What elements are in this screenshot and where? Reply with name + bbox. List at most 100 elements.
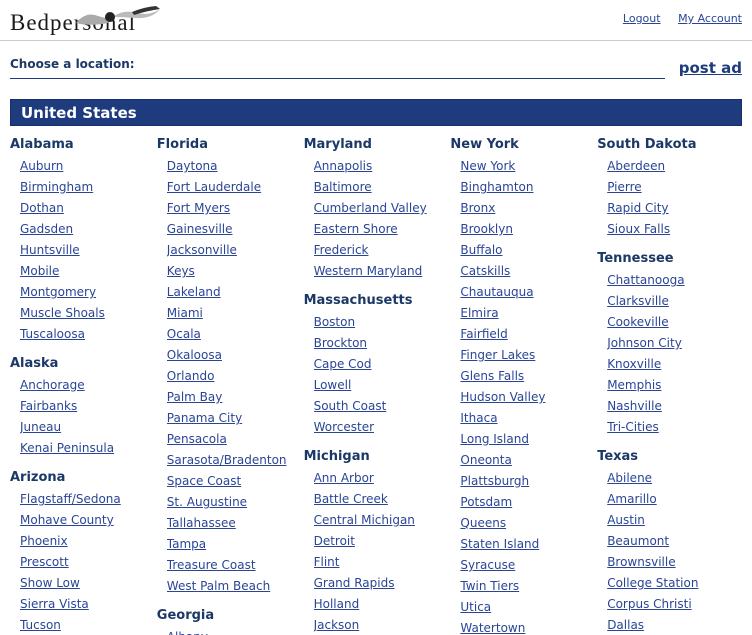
city-link[interactable]: Tuscaloosa: [20, 327, 85, 341]
city-link[interactable]: Ann Arbor: [313, 471, 374, 485]
city-link[interactable]: Cumberland Valley: [313, 201, 427, 215]
city-link[interactable]: Treasure Coast: [166, 558, 256, 572]
city-link[interactable]: New York: [460, 159, 516, 173]
city-link[interactable]: Hudson Valley: [460, 390, 546, 404]
city-link[interactable]: Flint: [313, 555, 340, 569]
city-link[interactable]: Chattanooga: [607, 273, 685, 287]
city-link[interactable]: Rapid City: [607, 201, 669, 215]
city-link[interactable]: Brockton: [313, 336, 368, 350]
city-link[interactable]: Eastern Shore: [313, 222, 398, 236]
city-link[interactable]: Anchorage: [20, 378, 85, 392]
city-link[interactable]: Beaumont: [607, 534, 670, 548]
city-link[interactable]: Holland: [313, 597, 360, 611]
city-link[interactable]: Ocala: [166, 327, 201, 341]
city-link[interactable]: Amarillo: [607, 492, 657, 506]
city-link[interactable]: Muscle Shoals: [20, 306, 105, 320]
logout-link[interactable]: Logout: [622, 12, 661, 25]
city-link[interactable]: Abilene: [607, 471, 653, 485]
city-link[interactable]: Finger Lakes: [460, 348, 536, 362]
post-ad-link[interactable]: post ad: [678, 59, 742, 77]
city-link[interactable]: Tri-Cities: [607, 420, 659, 434]
city-link[interactable]: Frederick: [313, 243, 369, 257]
city-link[interactable]: West Palm Beach: [166, 579, 271, 593]
city-link[interactable]: Brownsville: [607, 555, 676, 569]
city-link[interactable]: Nashville: [607, 399, 662, 413]
city-link[interactable]: Ithaca: [460, 411, 498, 425]
city-link[interactable]: Central Michigan: [313, 513, 415, 527]
city-link[interactable]: College Station: [607, 576, 699, 590]
city-link[interactable]: Grand Rapids: [313, 576, 395, 590]
city-link[interactable]: Brooklyn: [460, 222, 513, 236]
city-link[interactable]: Daytona: [166, 159, 218, 173]
city-link[interactable]: Gainesville: [166, 222, 233, 236]
city-link[interactable]: Sioux Falls: [607, 222, 671, 236]
city-link[interactable]: Long Island: [460, 432, 529, 446]
city-link[interactable]: Austin: [607, 513, 645, 527]
city-link[interactable]: Lowell: [313, 378, 352, 392]
city-link[interactable]: Fort Myers: [166, 201, 231, 215]
city-link[interactable]: Queens: [460, 516, 507, 530]
city-link[interactable]: Detroit: [313, 534, 355, 548]
city-link[interactable]: Tallahassee: [166, 516, 236, 530]
city-link[interactable]: Dothan: [20, 201, 64, 215]
city-link[interactable]: Okaloosa: [166, 348, 222, 362]
city-link[interactable]: Cookeville: [607, 315, 669, 329]
city-link[interactable]: Fairbanks: [20, 399, 78, 413]
city-link[interactable]: Fort Lauderdale: [166, 180, 262, 194]
city-link[interactable]: St. Augustine: [166, 495, 248, 509]
city-link[interactable]: Tampa: [166, 537, 207, 551]
city-link[interactable]: Jacksonville: [166, 243, 237, 257]
city-link[interactable]: Oneonta: [460, 453, 512, 467]
city-link[interactable]: Baltimore: [313, 180, 372, 194]
city-link[interactable]: Utica: [460, 600, 492, 614]
city-link[interactable]: Elmira: [460, 306, 499, 320]
city-link[interactable]: Juneau: [20, 420, 62, 434]
city-link[interactable]: Corpus Christi: [607, 597, 692, 611]
city-link[interactable]: Show Low: [20, 576, 80, 590]
city-link[interactable]: Twin Tiers: [460, 579, 520, 593]
city-link[interactable]: Jackson: [313, 618, 360, 632]
city-link[interactable]: Watertown: [460, 621, 526, 635]
city-link[interactable]: Glens Falls: [460, 369, 525, 383]
city-link[interactable]: Potsdam: [460, 495, 513, 509]
city-link[interactable]: Mobile: [20, 264, 60, 278]
city-link[interactable]: Johnson City: [607, 336, 682, 350]
city-link[interactable]: Sierra Vista: [20, 597, 89, 611]
city-link[interactable]: Mohave County: [20, 513, 114, 527]
city-link[interactable]: Western Maryland: [313, 264, 423, 278]
city-link[interactable]: Huntsville: [20, 243, 80, 257]
city-link[interactable]: Binghamton: [460, 180, 534, 194]
city-link[interactable]: Annapolis: [313, 159, 373, 173]
my-account-link[interactable]: My Account: [678, 12, 742, 25]
city-link[interactable]: Aberdeen: [607, 159, 666, 173]
city-link[interactable]: South Coast: [313, 399, 387, 413]
city-link[interactable]: Clarksville: [607, 294, 669, 308]
city-link[interactable]: Prescott: [20, 555, 69, 569]
city-link[interactable]: Lakeland: [166, 285, 221, 299]
city-link[interactable]: Fairfield: [460, 327, 508, 341]
city-link[interactable]: Cape Cod: [313, 357, 372, 371]
city-link[interactable]: Dallas: [607, 618, 645, 632]
city-link[interactable]: Palm Bay: [166, 390, 223, 404]
city-link[interactable]: Tucson: [20, 618, 61, 632]
city-link[interactable]: Montgomery: [20, 285, 97, 299]
city-link[interactable]: Albany: [167, 627, 302, 635]
city-link[interactable]: Panama City: [166, 411, 243, 425]
city-link[interactable]: Battle Creek: [313, 492, 388, 506]
city-link[interactable]: Miami: [166, 306, 203, 320]
city-link[interactable]: Plattsburgh: [460, 474, 530, 488]
city-link[interactable]: Worcester: [313, 420, 375, 434]
city-link[interactable]: Keys: [166, 264, 195, 278]
city-link[interactable]: Bronx: [460, 201, 496, 215]
city-link[interactable]: Boston: [313, 315, 356, 329]
city-link[interactable]: Catskills: [460, 264, 511, 278]
city-link[interactable]: Pensacola: [166, 432, 227, 446]
city-link[interactable]: Pierre: [607, 180, 642, 194]
city-link[interactable]: Syracuse: [460, 558, 516, 572]
city-link[interactable]: Flagstaff/Sedona: [20, 492, 121, 506]
city-link[interactable]: Memphis: [607, 378, 662, 392]
city-link[interactable]: Knoxville: [607, 357, 662, 371]
city-link[interactable]: Phoenix: [20, 534, 68, 548]
site-logo[interactable]: Bedpersonal: [10, 6, 160, 40]
city-link[interactable]: Kenai Peninsula: [20, 441, 115, 455]
